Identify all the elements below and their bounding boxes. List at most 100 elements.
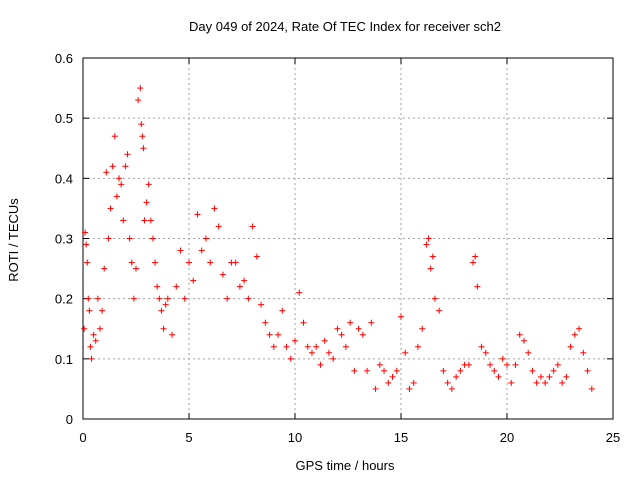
data-point: [266, 331, 273, 338]
data-point: [398, 313, 404, 320]
data-point: [321, 337, 328, 344]
data-point: [283, 343, 290, 350]
data-point: [99, 307, 106, 314]
data-point: [156, 295, 163, 302]
x-tick-label: 0: [79, 430, 86, 445]
data-point: [83, 241, 90, 248]
data-point: [487, 361, 494, 368]
data-point: [152, 259, 159, 266]
data-point: [173, 283, 180, 290]
axis-ticks: 0 5 10 15 20 25 0 0.1 0.2 0.3 0.4 0.5 0.6: [55, 51, 620, 445]
data-point: [103, 169, 110, 176]
data-point: [304, 343, 311, 350]
data-point: [525, 349, 532, 356]
data-point: [559, 379, 566, 386]
data-point: [338, 331, 345, 338]
data-point: [140, 145, 147, 152]
data-point: [253, 253, 260, 260]
data-point: [124, 151, 131, 158]
data-point: [554, 361, 561, 368]
y-tick-label: 0.4: [55, 171, 73, 186]
data-point: [279, 307, 286, 314]
data-point: [107, 205, 114, 212]
data-point: [364, 367, 371, 374]
y-tick-label: 0.5: [55, 111, 73, 126]
data-point: [516, 331, 523, 338]
data-point: [491, 367, 498, 374]
data-point: [529, 367, 536, 374]
data-point: [571, 331, 578, 338]
data-point: [584, 367, 591, 374]
data-point: [465, 361, 472, 368]
data-point: [154, 283, 161, 290]
y-tick-label: 0.2: [55, 292, 73, 307]
data-point: [368, 319, 375, 326]
data-point: [508, 379, 515, 386]
data-point: [109, 163, 116, 170]
data-point: [190, 277, 197, 284]
y-tick-label: 0.1: [55, 352, 73, 367]
data-point: [308, 349, 315, 356]
data-point: [94, 295, 101, 302]
data-point: [287, 355, 294, 362]
data-point: [474, 283, 481, 290]
x-tick-label: 20: [500, 430, 514, 445]
data-point: [427, 265, 434, 272]
y-tick-label: 0.3: [55, 232, 73, 247]
data-point: [402, 349, 409, 356]
data-point: [92, 337, 99, 344]
data-point: [470, 259, 477, 266]
data-point: [211, 205, 218, 212]
data-point: [425, 235, 432, 242]
data-point: [86, 307, 93, 314]
data-point: [385, 379, 392, 386]
data-point: [372, 385, 379, 392]
data-point: [177, 247, 184, 254]
x-axis-label: GPS time / hours: [296, 458, 395, 473]
data-point: [330, 355, 337, 362]
data-point: [169, 331, 176, 338]
data-point: [448, 385, 455, 392]
data-point: [181, 295, 188, 302]
data-point: [81, 325, 88, 332]
y-tick-label: 0.6: [55, 51, 73, 66]
data-point: [87, 343, 94, 350]
data-point: [567, 343, 574, 350]
data-point: [313, 343, 320, 350]
data-point: [158, 307, 165, 314]
data-point: [202, 235, 209, 242]
x-tick-label: 5: [185, 430, 192, 445]
x-tick-label: 25: [606, 430, 620, 445]
data-point: [130, 295, 137, 302]
data-point: [542, 379, 549, 386]
data-point: [419, 325, 426, 332]
data-point: [512, 361, 519, 368]
data-point: [499, 355, 506, 362]
data-point: [96, 325, 103, 332]
data-point: [186, 259, 192, 266]
data-point: [194, 211, 201, 218]
data-point: [495, 373, 502, 380]
data-point: [143, 199, 150, 206]
data-point: [576, 325, 583, 332]
data-point: [381, 367, 388, 374]
data-point: [563, 373, 570, 380]
chart-title: Day 049 of 2024, Rate Of TEC Index for r…: [189, 19, 501, 34]
data-point: [472, 253, 479, 260]
data-point: [90, 331, 97, 338]
data-point: [351, 367, 358, 374]
data-point: [275, 331, 282, 338]
data-point: [429, 253, 436, 260]
data-point: [270, 343, 277, 350]
data-point: [139, 133, 146, 140]
x-tick-label: 15: [394, 430, 408, 445]
data-point: [82, 229, 89, 236]
data-point: [550, 367, 557, 374]
data-point: [160, 325, 167, 332]
data-point: [296, 289, 303, 296]
data-point: [580, 349, 587, 356]
data-point: [101, 265, 108, 272]
data-point: [145, 181, 152, 188]
data-point: [262, 319, 269, 326]
